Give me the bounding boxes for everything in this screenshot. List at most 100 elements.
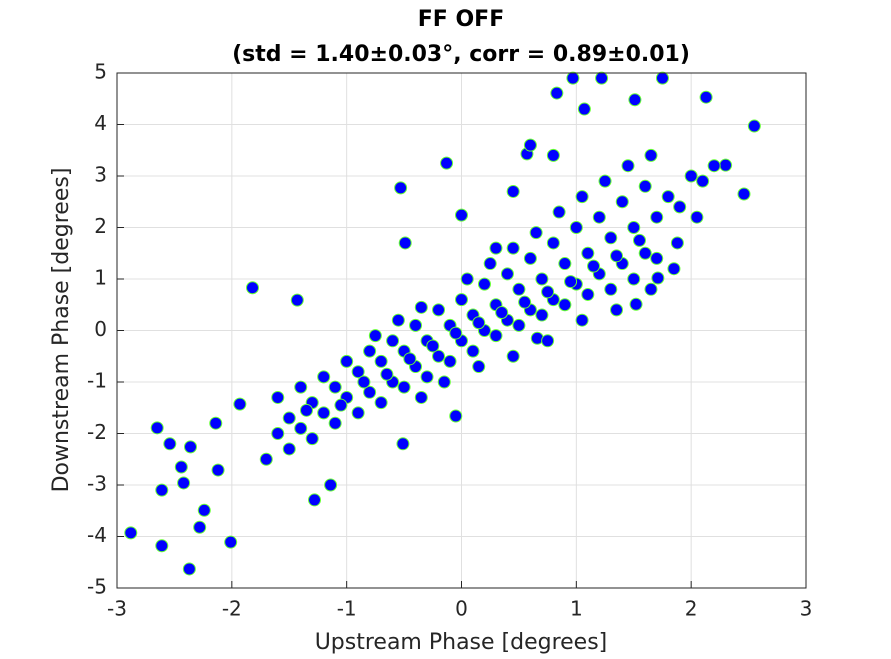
point (489, 241, 503, 255)
point (673, 200, 687, 214)
point (581, 287, 595, 301)
point (628, 93, 642, 107)
point (472, 316, 486, 330)
point (575, 190, 589, 204)
y-tick-label: 3 (94, 163, 107, 187)
point (396, 437, 410, 451)
point (604, 282, 618, 296)
point (604, 231, 618, 245)
x-tick-label: -3 (107, 597, 127, 621)
point (351, 365, 365, 379)
point (592, 210, 606, 224)
point (324, 478, 338, 492)
point (209, 416, 223, 430)
point (655, 71, 669, 85)
point (650, 210, 664, 224)
point (163, 437, 177, 451)
point (610, 249, 624, 263)
x-tick-label: 1 (570, 597, 583, 621)
point (340, 354, 354, 368)
y-tick-label: -3 (87, 472, 107, 496)
x-tick-label: 3 (800, 597, 813, 621)
point (380, 367, 394, 381)
point (638, 246, 652, 260)
point (629, 297, 643, 311)
point (577, 102, 591, 116)
point (566, 71, 580, 85)
point (246, 281, 260, 295)
point (177, 476, 191, 490)
point (432, 303, 446, 317)
point (546, 236, 560, 250)
point (707, 159, 721, 173)
point (650, 251, 664, 265)
point (644, 148, 658, 162)
point (294, 421, 308, 435)
point (699, 90, 713, 104)
point (512, 282, 526, 296)
point (737, 187, 751, 201)
point (317, 406, 331, 420)
point (233, 397, 247, 411)
point (363, 344, 377, 358)
point (398, 236, 412, 250)
point (638, 179, 652, 193)
y-tick-label: 0 (94, 317, 107, 341)
y-tick-label: 1 (94, 266, 107, 290)
point (414, 300, 428, 314)
point (174, 460, 188, 474)
point (512, 318, 526, 332)
point (271, 390, 285, 404)
y-axis-label: Downstream Phase [degrees] (49, 168, 74, 493)
point (500, 267, 514, 281)
point (483, 257, 497, 271)
point (670, 236, 684, 250)
point (489, 329, 503, 343)
point (182, 562, 196, 576)
point (696, 174, 710, 188)
point (328, 380, 342, 394)
point (374, 354, 388, 368)
point (477, 277, 491, 291)
y-tick-label: 5 (94, 60, 107, 84)
point (368, 329, 382, 343)
point (569, 221, 583, 234)
point (155, 483, 169, 497)
x-tick-label: -1 (337, 597, 357, 621)
x-tick-label: 0 (455, 597, 468, 621)
point (575, 313, 589, 327)
point (541, 334, 555, 348)
point (299, 403, 313, 417)
point (529, 226, 543, 240)
y-tick-label: -1 (87, 369, 107, 393)
point (627, 272, 641, 286)
point (661, 190, 675, 204)
point (294, 380, 308, 394)
point (564, 275, 578, 289)
point (282, 411, 296, 425)
point (558, 257, 572, 271)
point (351, 406, 365, 420)
point (541, 285, 555, 299)
point (667, 262, 681, 276)
y-tick-label: -4 (87, 523, 107, 547)
point (535, 308, 549, 322)
y-tick-label: 4 (94, 111, 107, 135)
point (363, 385, 377, 399)
point (587, 259, 601, 273)
point (328, 416, 342, 430)
point (414, 390, 428, 404)
point (259, 452, 273, 466)
point (558, 298, 572, 312)
point (290, 293, 304, 307)
point (197, 503, 211, 517)
y-tick-label: -2 (87, 420, 107, 444)
point (552, 205, 566, 219)
point (334, 398, 348, 412)
point (518, 295, 532, 309)
point (644, 282, 658, 296)
x-tick-label: -2 (222, 597, 242, 621)
point (455, 293, 468, 307)
point (546, 148, 560, 162)
point (627, 221, 641, 234)
